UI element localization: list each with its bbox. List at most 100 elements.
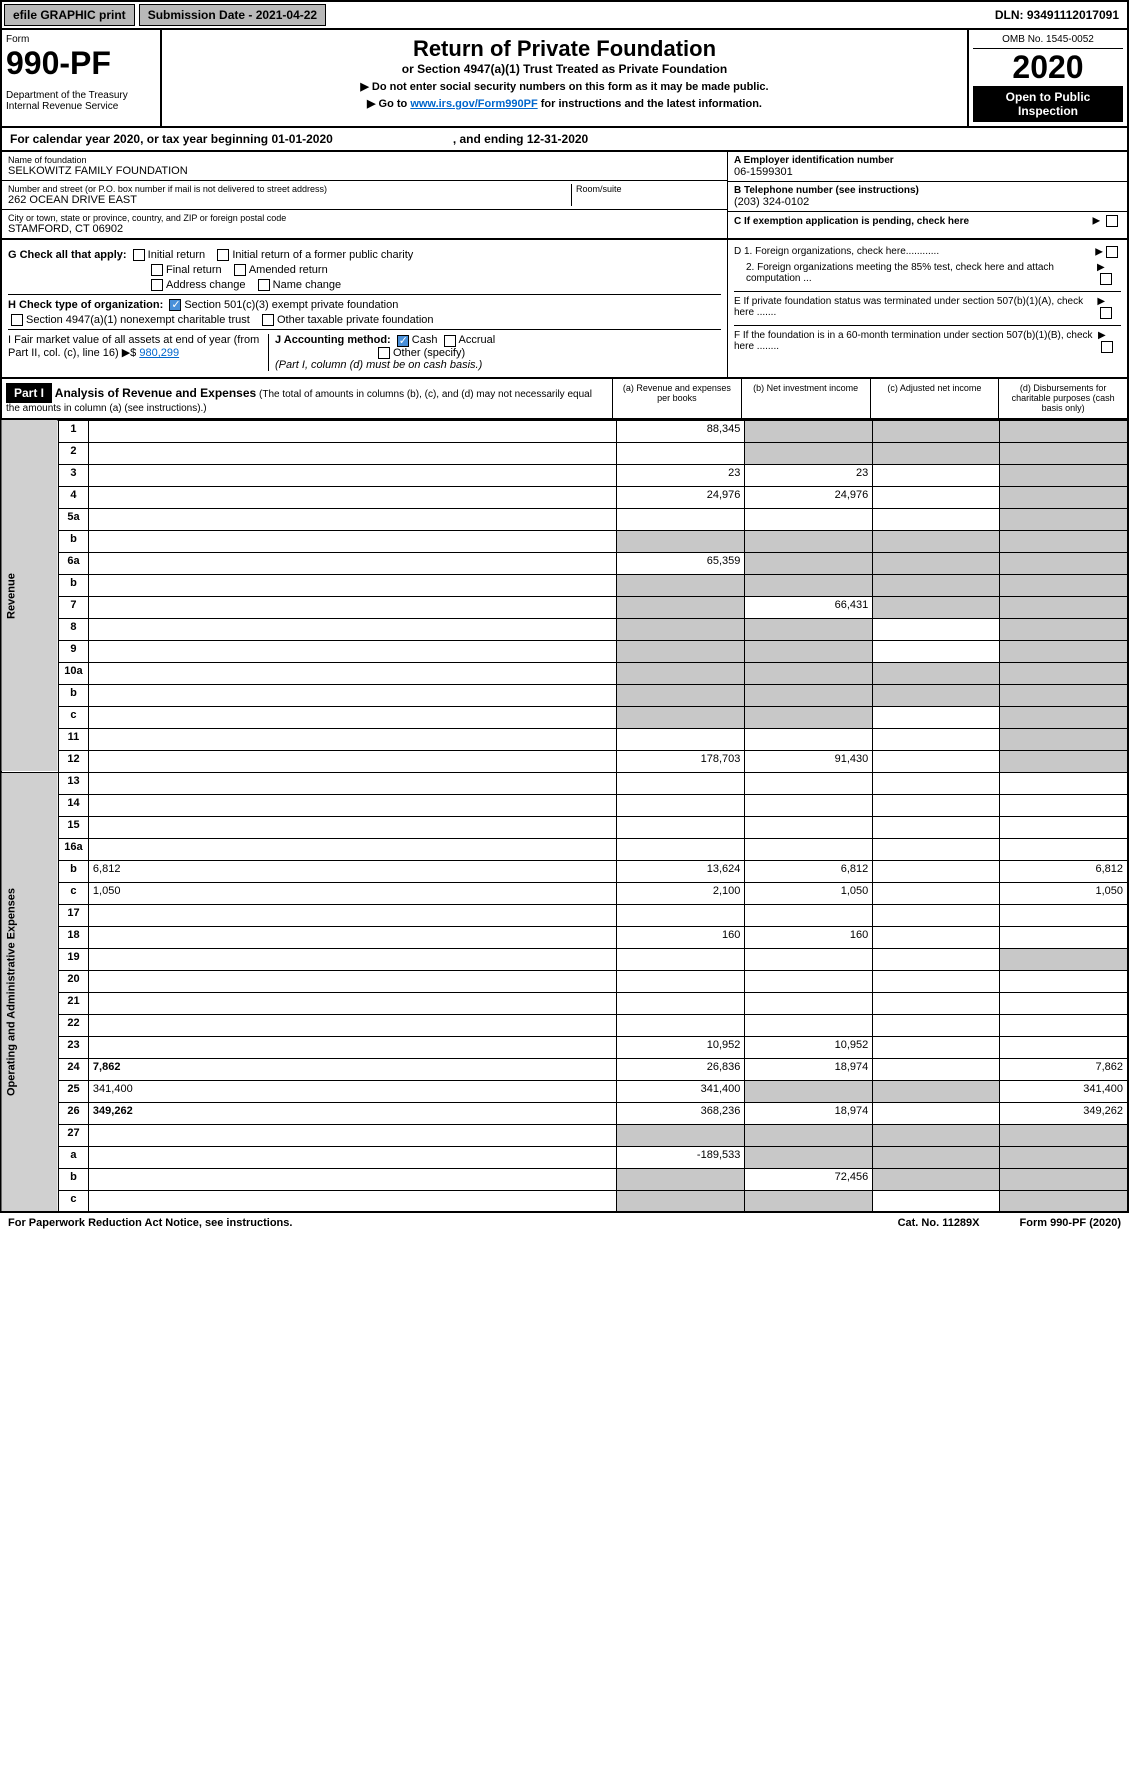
col-a-val xyxy=(617,574,745,596)
col-a-val xyxy=(617,596,745,618)
col-c-val xyxy=(873,970,1000,992)
table-row: 424,97624,976 xyxy=(1,486,1128,508)
col-a-val xyxy=(617,442,745,464)
col-d-val xyxy=(1000,618,1128,640)
col-d-val xyxy=(1000,486,1128,508)
row-desc xyxy=(88,552,616,574)
row-desc xyxy=(88,772,616,794)
cb-final[interactable] xyxy=(151,264,163,276)
col-a-val: 178,703 xyxy=(617,750,745,772)
c-label: C If exemption application is pending, c… xyxy=(734,216,969,227)
col-a-val: 23 xyxy=(617,464,745,486)
name-label: Name of foundation xyxy=(8,155,721,165)
col-c-val xyxy=(873,816,1000,838)
cb-other-method[interactable] xyxy=(378,347,390,359)
irs-link[interactable]: www.irs.gov/Form990PF xyxy=(410,98,537,110)
col-d-val: 349,262 xyxy=(1000,1102,1128,1124)
col-a-val: 13,624 xyxy=(617,860,745,882)
col-a-val: 341,400 xyxy=(617,1080,745,1102)
row-num: c xyxy=(59,706,89,728)
row-num: 15 xyxy=(59,816,89,838)
table-row: 11 xyxy=(1,728,1128,750)
col-d-val: 341,400 xyxy=(1000,1080,1128,1102)
cb-accrual[interactable] xyxy=(444,335,456,347)
col-d-val xyxy=(1000,904,1128,926)
cb-initial[interactable] xyxy=(133,249,145,261)
col-b-val: 91,430 xyxy=(745,750,873,772)
row-num: 1 xyxy=(59,420,89,442)
col-a-val xyxy=(617,838,745,860)
c-checkbox[interactable] xyxy=(1106,215,1118,227)
dept-label: Department of the Treasury Internal Reve… xyxy=(6,90,156,112)
col-a-val xyxy=(617,992,745,1014)
row-desc xyxy=(88,1168,616,1190)
table-row: 22 xyxy=(1,1014,1128,1036)
col-d-val xyxy=(1000,992,1128,1014)
row-desc xyxy=(88,1036,616,1058)
table-row: 10a xyxy=(1,662,1128,684)
row-desc xyxy=(88,728,616,750)
fmv-link[interactable]: 980,299 xyxy=(139,347,179,359)
col-d-val xyxy=(1000,1168,1128,1190)
table-row: 20 xyxy=(1,970,1128,992)
col-d-val xyxy=(1000,464,1128,486)
col-c-val xyxy=(873,882,1000,904)
col-b-val xyxy=(745,794,873,816)
col-c-val xyxy=(873,992,1000,1014)
row-num: 5a xyxy=(59,508,89,530)
instr-1: ▶ Do not enter social security numbers o… xyxy=(168,80,961,93)
col-c-val xyxy=(873,662,1000,684)
efile-btn[interactable]: efile GRAPHIC print xyxy=(4,4,135,26)
col-d-head: (d) Disbursements for charitable purpose… xyxy=(998,379,1127,418)
submission-btn[interactable]: Submission Date - 2021-04-22 xyxy=(139,4,326,26)
cb-f[interactable] xyxy=(1101,341,1113,353)
col-b-val: 72,456 xyxy=(745,1168,873,1190)
footer-right: Form 990-PF (2020) xyxy=(1020,1217,1121,1229)
col-d-val xyxy=(1000,662,1128,684)
cb-e[interactable] xyxy=(1100,307,1112,319)
table-row: a-189,533 xyxy=(1,1146,1128,1168)
cb-4947[interactable] xyxy=(11,314,23,326)
cb-amended[interactable] xyxy=(234,264,246,276)
cb-d1[interactable] xyxy=(1106,246,1118,258)
col-b-val: 6,812 xyxy=(745,860,873,882)
col-d-val xyxy=(1000,1190,1128,1212)
col-b-val xyxy=(745,772,873,794)
form-label: Form xyxy=(6,34,156,45)
cb-other-tax[interactable] xyxy=(262,314,274,326)
info-section: Name of foundation SELKOWITZ FAMILY FOUN… xyxy=(0,152,1129,240)
row-num: 17 xyxy=(59,904,89,926)
row-desc xyxy=(88,508,616,530)
city-label: City or town, state or province, country… xyxy=(8,213,721,223)
row-desc xyxy=(88,464,616,486)
table-row: b xyxy=(1,574,1128,596)
table-row: c xyxy=(1,1190,1128,1212)
col-a-val xyxy=(617,1014,745,1036)
col-b-val: 10,952 xyxy=(745,1036,873,1058)
cb-initial-former[interactable] xyxy=(217,249,229,261)
col-b-val: 24,976 xyxy=(745,486,873,508)
cb-name-change[interactable] xyxy=(258,279,270,291)
cb-cash[interactable] xyxy=(397,335,409,347)
col-c-val xyxy=(873,860,1000,882)
instr-2: ▶ Go to www.irs.gov/Form990PF for instru… xyxy=(168,97,961,110)
row-num: 18 xyxy=(59,926,89,948)
col-d-val xyxy=(1000,970,1128,992)
row-desc xyxy=(88,992,616,1014)
row-desc xyxy=(88,442,616,464)
cb-addr-change[interactable] xyxy=(151,279,163,291)
addr-label: Number and street (or P.O. box number if… xyxy=(8,184,571,194)
col-d-val xyxy=(1000,728,1128,750)
cb-501c3[interactable] xyxy=(169,299,181,311)
col-c-val xyxy=(873,1014,1000,1036)
col-a-val xyxy=(617,794,745,816)
col-d-val xyxy=(1000,552,1128,574)
col-d-val xyxy=(1000,574,1128,596)
table-row: 247,86226,83618,9747,862 xyxy=(1,1058,1128,1080)
col-b-val xyxy=(745,442,873,464)
col-d-val xyxy=(1000,530,1128,552)
col-d-val xyxy=(1000,772,1128,794)
row-num: 26 xyxy=(59,1102,89,1124)
cb-d2[interactable] xyxy=(1100,273,1112,285)
col-a-val: 368,236 xyxy=(617,1102,745,1124)
